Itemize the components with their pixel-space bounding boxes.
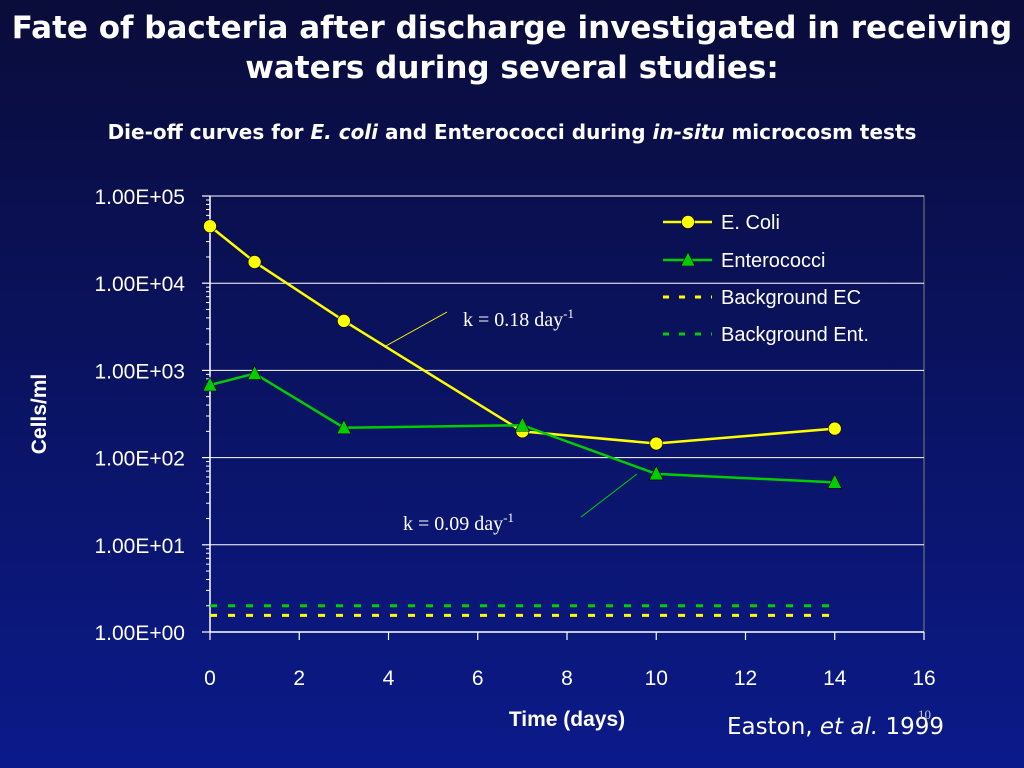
subtitle-text-1: Die-off curves for (107, 120, 311, 144)
x-tick-label: 10 (645, 667, 668, 690)
e-coli-point (247, 255, 262, 269)
subtitle-insitu: in-situ (652, 120, 725, 144)
slide-number: 10 (918, 707, 931, 722)
slide-title: Fate of bacteria after discharge investi… (11, 10, 1013, 86)
slide-subtitle: Die-off curves for E. coli and Enterococ… (0, 118, 1024, 146)
e-coli-point (337, 314, 351, 328)
legend-label-enterococci: Enterococci (721, 250, 826, 272)
subtitle-ecoli: E. coli (310, 120, 379, 144)
citation-year: 1999 (878, 714, 945, 740)
y-axis-label: Cells/ml (28, 374, 51, 455)
x-tick-label: 12 (734, 667, 757, 690)
y-tick-label: 1.00E+04 (94, 273, 185, 296)
y-tick-label: 1.00E+01 (94, 535, 185, 558)
ecoli-rate-leader (383, 311, 448, 348)
y-tick-label: 1.00E+02 (94, 448, 185, 471)
y-tick-label: 1.00E+05 (94, 186, 185, 209)
enterococci-rate-leader (580, 473, 638, 518)
citation-author: Easton, (727, 714, 820, 740)
e-coli-line (209, 225, 835, 445)
x-tick-label: 0 (204, 667, 216, 690)
y-tick-label: 1.00E+00 (94, 622, 185, 645)
legend-label-background-ec: Background EC (721, 287, 861, 309)
citation: Easton, et al. 1999 (727, 714, 944, 740)
e-coli-point (649, 436, 664, 451)
enterococci-point (827, 473, 843, 489)
subtitle-text-3: microcosm tests (724, 120, 917, 144)
citation-etal: et al. (819, 714, 879, 740)
y-tick-label: 1.00E+03 (94, 360, 185, 383)
enterococci-point (514, 416, 530, 432)
x-axis-label: Time (days) (509, 708, 625, 731)
enterococci-point (202, 376, 218, 392)
e-coli-point (827, 421, 842, 436)
x-tick-label: 16 (912, 667, 935, 690)
ecoli-rate-annotation: k = 0.18 day-1 (463, 306, 574, 331)
x-tick-label: 2 (293, 667, 305, 690)
x-tick-label: 8 (561, 667, 573, 690)
legend-marker-enterococci (680, 251, 696, 267)
x-tick-label: 6 (472, 667, 484, 690)
e-coli-point (203, 219, 217, 234)
x-tick-label: 4 (383, 667, 395, 690)
legend-label-background-ent: Background Ent. (721, 324, 869, 346)
enterococci-point (247, 364, 263, 380)
legend-marker-e-coli (681, 215, 695, 229)
enterococci-point (336, 419, 352, 435)
enterococci-point (648, 465, 664, 481)
subtitle-text-2: and Enterococci during (378, 120, 653, 144)
enterococci-line (209, 372, 835, 484)
enterococci-rate-annotation: k = 0.09 day-1 (403, 510, 514, 535)
x-tick-label: 14 (823, 667, 847, 690)
legend-label-e-coli: E. Coli (721, 212, 780, 234)
